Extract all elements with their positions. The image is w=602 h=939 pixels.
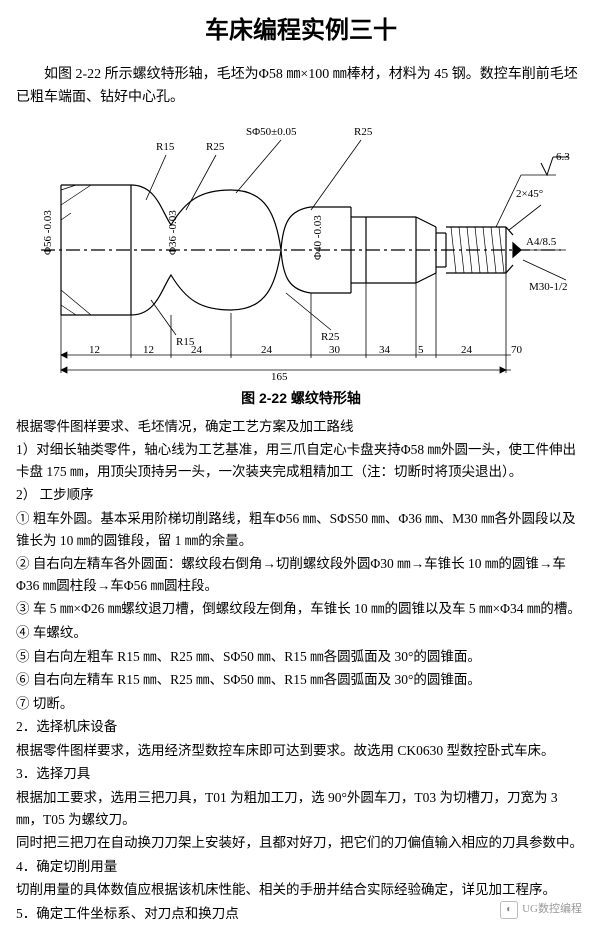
label-s50: SΦ50±0.05 (246, 126, 297, 138)
line-sec2: 2．选择机床设备 (16, 716, 586, 738)
label-dia36: Φ36 -0.03 (167, 210, 179, 255)
dim-165: 165 (271, 371, 288, 383)
dim-24c: 24 (461, 344, 473, 356)
wechat-icon: ◐ (500, 901, 518, 919)
label-r15: R15 (156, 141, 175, 153)
dim-24a: 24 (191, 344, 203, 356)
line-sub2: ② 自右向左精车各外圆面：螺纹段右倒角→切削螺纹段外圆Φ30 ㎜→车锥长 10 … (16, 553, 586, 596)
watermark-text: UG数控编程 (522, 901, 582, 919)
dim-30: 30 (329, 344, 341, 356)
body-content: 根据零件图样要求、毛坯情况，确定工艺方案及加工路线 1）对细长轴类零件，轴心线为… (16, 416, 586, 925)
line-sec3-body1: 根据加工要求，选用三把刀具，T01 为粗加工刀，选 90°外圆车刀，T03 为切… (16, 787, 586, 830)
label-dia40: Φ40 -0.03 (312, 215, 324, 260)
figure-caption: 图 2-22 螺纹特形轴 (16, 387, 586, 409)
line-sub5: ⑤ 自右向左粗车 R15 ㎜、R25 ㎜、SΦ50 ㎜、R15 ㎜各圆弧面及 3… (16, 646, 586, 668)
line-plan: 根据零件图样要求、毛坯情况，确定工艺方案及加工路线 (16, 416, 586, 438)
label-chamfer: 2×45° (516, 188, 543, 200)
line-sec3: 3．选择刀具 (16, 763, 586, 785)
label-taper: A4/8.5 (526, 236, 557, 248)
line-step1: 1）对细长轴类零件，轴心线为工艺基准，用三爪自定心卡盘夹持Φ58 ㎜外圆一头，使… (16, 439, 586, 482)
line-sec4-body: 切削用量的具体数值应根据该机床性能、相关的手册并结合实际经验确定，详见加工程序。 (16, 879, 586, 901)
dim-34: 34 (379, 344, 391, 356)
label-dia56: Φ56 -0.03 (42, 210, 54, 255)
watermark: ◐ UG数控编程 (500, 901, 582, 919)
line-sub3: ③ 车 5 ㎜×Φ26 ㎜螺纹退刀槽，倒螺纹段左倒角，车锥长 10 ㎜的圆锥以及… (16, 598, 586, 620)
line-step2: 2） 工步顺序 (16, 484, 586, 506)
line-sec3-body2: 同时把三把刀在自动换刀刀架上安装好，且都对好刀，把它们的刀偏值输入相应的刀具参数… (16, 832, 586, 854)
intro-paragraph: 如图 2-22 所示螺纹特形轴，毛坯为Φ58 ㎜×100 ㎜棒材，材料为 45 … (16, 64, 586, 109)
dim-70: 70 (511, 344, 523, 356)
dim-12a: 12 (89, 344, 100, 356)
label-r25-bot: R25 (321, 331, 340, 343)
dim-24b: 24 (261, 344, 273, 356)
dim-12b: 12 (143, 344, 154, 356)
dim-5: 5 (418, 344, 424, 356)
label-r25: R25 (206, 141, 225, 153)
line-sub1: ① 粗车外圆。基本采用阶梯切削路线，粗车Φ56 ㎜、SΦS50 ㎜、Φ36 ㎜、… (16, 508, 586, 551)
page-title: 车床编程实例三十 (16, 12, 586, 50)
label-sf63: 6.3 (556, 151, 570, 163)
line-sub6: ⑥ 自右向左精车 R15 ㎜、R25 ㎜、SΦ50 ㎜、R15 ㎜各圆弧面及 3… (16, 669, 586, 691)
line-sub4: ④ 车螺纹。 (16, 622, 586, 644)
label-r25b: R25 (354, 126, 373, 138)
label-thread: M30-1/2 (529, 281, 568, 293)
line-sec2-body: 根据零件图样要求，选用经济型数控车床即可达到要求。故选用 CK0630 型数控卧… (16, 740, 586, 762)
line-sub7: ⑦ 切断。 (16, 693, 586, 715)
line-sec4: 4．确定切削用量 (16, 856, 586, 878)
technical-drawing: R15 R25 SΦ50±0.05 R25 R15 R25 6.3 2×45° … (16, 115, 586, 385)
